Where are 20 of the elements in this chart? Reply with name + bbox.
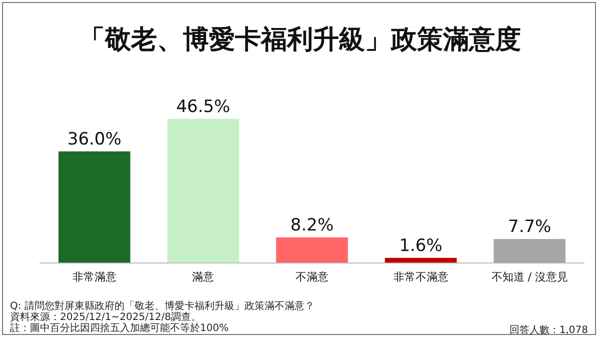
chart-title: 「敬老、博愛卡福利升級」政策滿意度: [78, 24, 522, 57]
bar: [276, 237, 348, 263]
data-label: 36.0%: [67, 129, 122, 150]
bar: [384, 258, 457, 263]
data-label: 1.6%: [399, 236, 442, 256]
bar: [58, 151, 130, 263]
source-note: 資料來源：2025/12/1~2025/12/8調查。: [10, 312, 202, 323]
x-tick-label: 非常滿意: [72, 270, 116, 284]
text: 回答人數：1,078: [509, 324, 588, 337]
x-tick-label: 不滿意: [296, 270, 328, 284]
data-label: 46.5%: [176, 96, 230, 117]
bar: [494, 238, 566, 263]
x-tick-label: 非常不滿意: [393, 270, 448, 284]
data-label: 7.7%: [508, 216, 552, 237]
data-label: 8.2%: [290, 215, 334, 236]
x-tick-label: 滿意: [192, 270, 214, 284]
x-tick-label: 不知道 / 沒意見: [491, 270, 568, 284]
text: Q: 請問您對屏東縣政府的「敬老、博愛卡福利升級」政策滿不滿意？: [10, 301, 314, 312]
text: 註：圖中百分比因四捨五入加總可能不等於100%: [10, 323, 230, 334]
bar: [167, 118, 240, 263]
